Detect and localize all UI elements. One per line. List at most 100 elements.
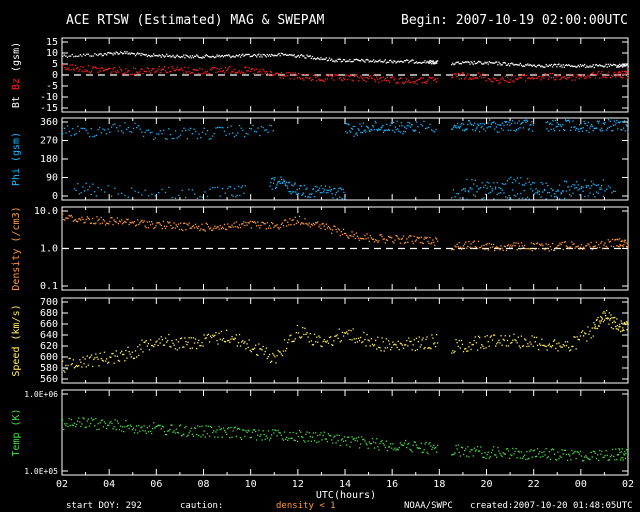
data-point-phi — [161, 188, 163, 191]
data-point-speed — [570, 349, 572, 351]
data-point-bz — [556, 76, 558, 78]
data-point-speed — [616, 318, 618, 320]
data-point-bt — [497, 64, 499, 66]
data-point-phi — [578, 130, 580, 132]
data-point-phi — [489, 126, 492, 128]
data-point-speed — [261, 349, 263, 351]
data-point-temp — [557, 451, 559, 453]
data-point-bt — [610, 64, 613, 66]
data-point-phi — [482, 123, 484, 125]
data-point-bz — [620, 73, 622, 75]
data-point-temp — [536, 448, 539, 450]
data-point-temp — [176, 431, 178, 434]
data-point-speed — [422, 337, 424, 339]
data-point-density — [264, 223, 266, 225]
data-point-bz — [457, 72, 459, 75]
data-point-phi — [393, 131, 396, 133]
data-point-bz — [453, 73, 455, 76]
data-point-bt — [286, 54, 288, 56]
y-tick-label: 1.0E+05 — [24, 467, 58, 476]
data-point-density — [543, 248, 545, 250]
data-point-bz — [626, 74, 629, 76]
data-point-bz — [320, 79, 322, 81]
data-point-temp — [622, 457, 624, 459]
data-point-phi — [435, 128, 437, 131]
data-point-temp — [409, 448, 411, 450]
data-point-bt — [162, 55, 165, 57]
data-point-density — [311, 224, 314, 226]
data-point-temp — [349, 446, 351, 448]
data-point-temp — [503, 453, 505, 455]
data-point-phi — [609, 120, 611, 122]
data-point-density — [425, 237, 427, 239]
data-point-phi — [585, 130, 588, 132]
data-point-speed — [541, 338, 543, 340]
data-point-density — [286, 225, 288, 227]
data-point-speed — [259, 348, 261, 350]
data-point-speed — [481, 344, 483, 346]
data-point-bt — [87, 53, 89, 55]
data-point-bt — [128, 52, 130, 54]
data-point-temp — [218, 426, 220, 428]
data-point-phi — [511, 182, 514, 184]
data-point-temp — [393, 449, 395, 451]
data-point-density — [527, 248, 529, 250]
data-point-temp — [525, 458, 527, 461]
data-point-density — [466, 247, 468, 249]
data-point-bt — [169, 54, 171, 57]
data-point-bt — [305, 57, 307, 59]
data-point-temp — [451, 454, 453, 456]
data-point-phi — [522, 127, 524, 129]
data-point-bt — [410, 60, 412, 62]
data-point-speed — [129, 353, 131, 355]
data-point-bt — [593, 66, 595, 69]
data-point-speed — [341, 331, 344, 334]
data-point-bz — [519, 77, 521, 79]
data-point-phi — [508, 178, 510, 180]
data-point-phi — [580, 127, 583, 129]
data-point-phi — [565, 181, 567, 183]
data-point-phi — [231, 194, 233, 196]
data-point-bt — [353, 59, 355, 61]
data-point-phi — [198, 133, 200, 135]
data-point-speed — [323, 339, 325, 341]
data-point-phi — [274, 177, 276, 179]
data-point-density — [376, 239, 378, 242]
data-point-density — [402, 235, 405, 237]
data-point-temp — [376, 438, 378, 440]
data-point-phi — [553, 193, 556, 195]
data-point-bz — [112, 68, 114, 70]
data-point-bt — [294, 56, 296, 58]
data-point-temp — [160, 428, 162, 430]
data-point-bz — [382, 76, 384, 78]
data-point-phi — [293, 183, 296, 185]
data-point-temp — [499, 452, 501, 454]
data-point-phi — [543, 189, 546, 191]
data-point-density — [339, 235, 341, 237]
data-point-phi — [350, 131, 352, 133]
data-point-phi — [218, 126, 220, 129]
data-point-phi — [486, 127, 488, 129]
data-point-density — [233, 222, 235, 224]
data-point-temp — [419, 447, 421, 450]
data-point-bz — [327, 75, 330, 77]
data-point-phi — [421, 125, 424, 127]
data-point-temp — [433, 444, 435, 446]
data-point-phi — [107, 128, 109, 130]
data-point-temp — [74, 425, 77, 428]
data-point-density — [305, 222, 307, 225]
data-point-phi — [196, 197, 199, 199]
data-point-temp — [122, 426, 124, 428]
data-point-temp — [283, 431, 286, 433]
data-point-bz — [201, 68, 203, 70]
data-point-phi — [459, 126, 461, 128]
data-point-speed — [99, 352, 101, 354]
data-point-density — [461, 247, 464, 249]
data-point-phi — [339, 196, 341, 198]
data-point-bz — [111, 71, 113, 73]
data-point-density — [420, 236, 422, 238]
data-point-density — [159, 223, 161, 225]
data-point-bz — [121, 70, 123, 72]
data-point-bt — [518, 64, 520, 66]
data-point-speed — [214, 334, 216, 336]
